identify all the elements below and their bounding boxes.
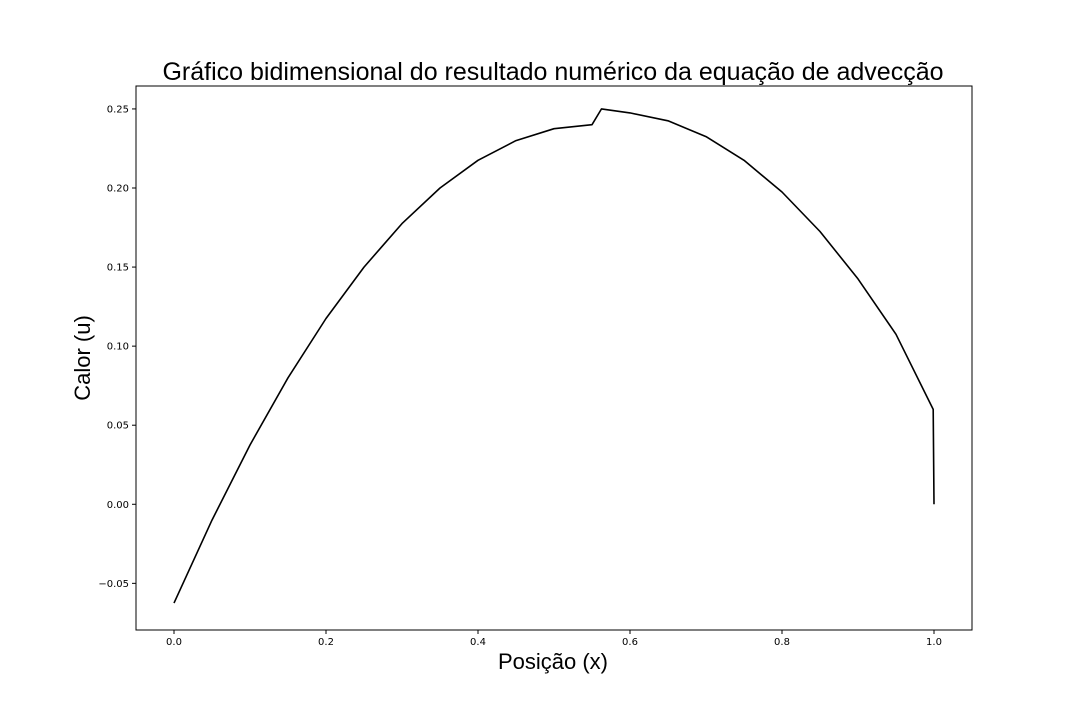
axis-ticks: 0.0 0.2 0.4 0.6 0.8 1.0 −0.05 0.00 0.05 0.10 0.15 0… (98, 104, 942, 648)
x-tick-label: 0.4 (470, 637, 486, 648)
x-tick-label: 1.0 (926, 637, 942, 648)
x-tick-label: 0.6 (622, 637, 638, 648)
y-tick-label: 0.25 (107, 104, 129, 115)
series-line (173, 108, 935, 604)
y-tick-label: −0.05 (98, 579, 129, 590)
series-layer (173, 108, 935, 604)
x-tick-label: 0.0 (166, 637, 182, 648)
y-tick-label: 0.05 (107, 421, 129, 432)
y-tick-label: 0.15 (107, 263, 129, 274)
y-tick-label: 0.20 (107, 184, 129, 195)
y-tick-label: 0.10 (107, 342, 129, 353)
x-tick-label: 0.8 (774, 637, 790, 648)
plot-area (135, 85, 973, 631)
x-axis-label: Posição (x) (498, 649, 608, 674)
x-tick-label: 0.2 (318, 637, 334, 648)
y-tick-label: 0.00 (107, 500, 129, 511)
chart-title: Gráfico bidimensional do resultado numér… (162, 58, 943, 86)
y-axis-label: Calor (u) (70, 315, 95, 401)
